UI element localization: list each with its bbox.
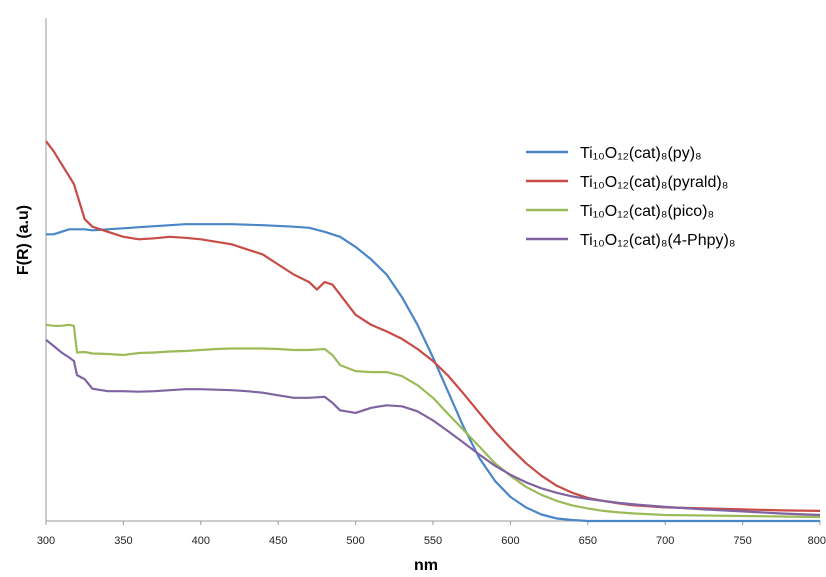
legend: Ti₁₀O₁₂(cat)₈(py)₈ Ti₁₀O₁₂(cat)₈(pyrald)₈… — [526, 145, 735, 249]
series-group — [45, 140, 821, 523]
legend-label: Ti₁₀O₁₂(cat)₈(pyrald)₈ — [580, 174, 728, 191]
x-tick-label: 450 — [269, 535, 287, 547]
x-tick-label: 550 — [424, 535, 442, 547]
x-tick-label: 700 — [656, 535, 674, 547]
x-tick-group: 300 350 400 450 500 550 600 650 700 750 800 — [37, 521, 826, 547]
legend-label: Ti₁₀O₁₂(cat)₈(pico)₈ — [580, 203, 714, 220]
x-tick-label: 400 — [192, 535, 210, 547]
x-tick-label: 300 — [37, 535, 55, 547]
x-tick-label: 600 — [501, 535, 519, 547]
legend-label: Ti₁₀O₁₂(cat)₈(4-Phpy)₈ — [580, 232, 735, 249]
y-axis-label: F(R) (a.u) — [15, 205, 32, 275]
x-tick-label: 750 — [733, 535, 751, 547]
series-line — [45, 140, 821, 512]
x-axis-label: nm — [414, 557, 438, 574]
x-tick-label: 650 — [579, 535, 597, 547]
series-line — [45, 323, 821, 519]
x-tick-label: 800 — [808, 535, 826, 547]
series-line — [45, 339, 821, 517]
series-line — [46, 223, 820, 523]
legend-label: Ti₁₀O₁₂(cat)₈(py)₈ — [580, 145, 702, 162]
x-tick-label: 500 — [346, 535, 364, 547]
x-tick-label: 350 — [114, 535, 132, 547]
